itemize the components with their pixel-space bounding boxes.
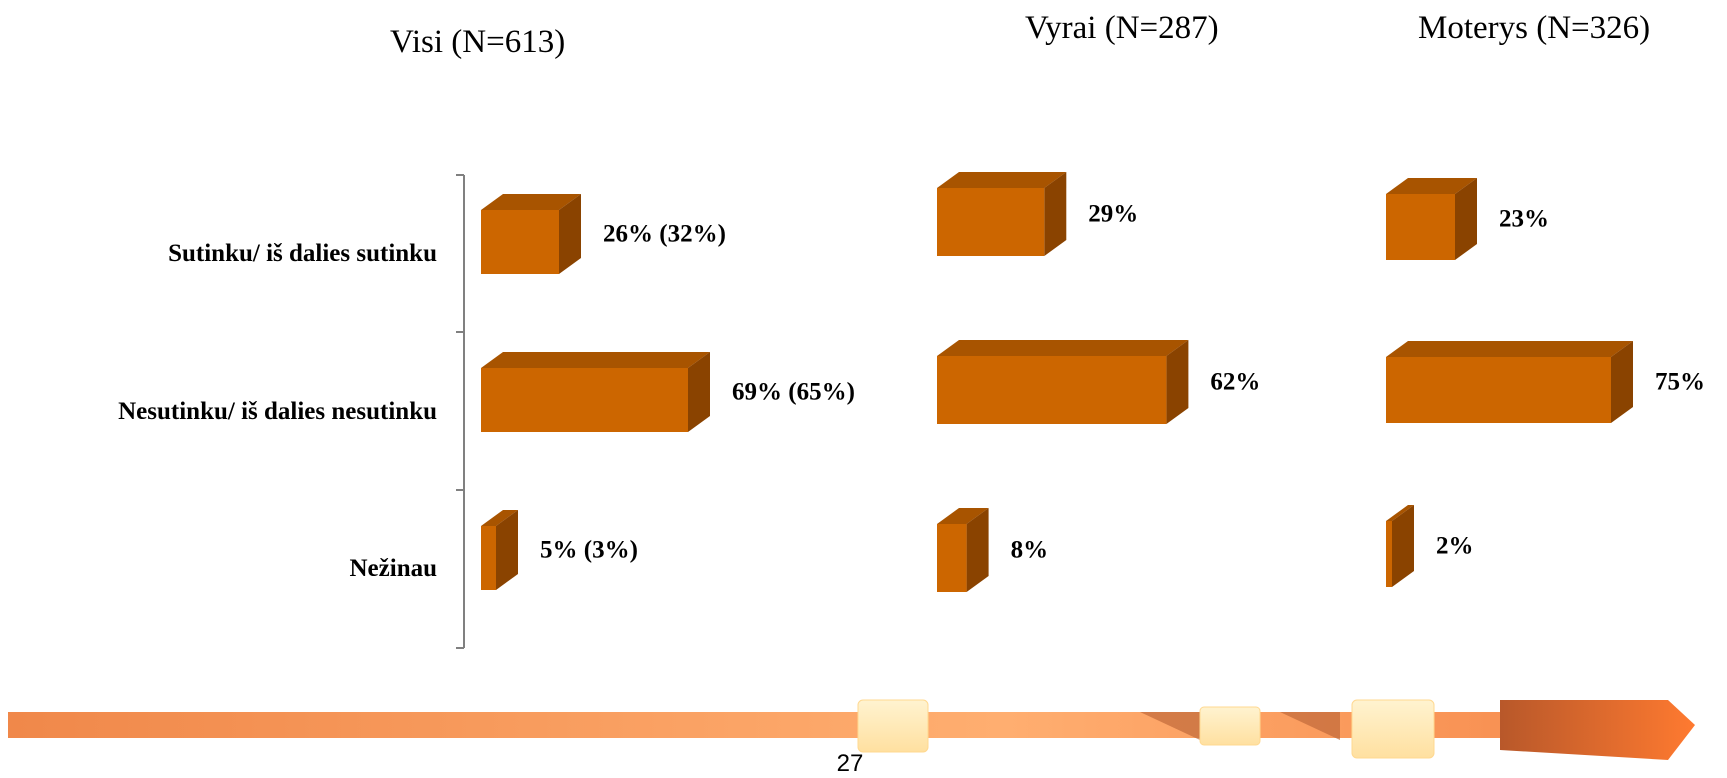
- bar-side-face: [1611, 341, 1633, 423]
- band-highlight-block: [1351, 699, 1435, 759]
- data-label: 69% (65%): [732, 379, 855, 406]
- bar: [1386, 341, 1633, 423]
- arrow-shadow: [1140, 712, 1200, 740]
- bar: [937, 172, 1067, 256]
- bar-side-face: [1166, 340, 1189, 424]
- data-label: 23%: [1499, 206, 1549, 233]
- bar: [481, 510, 518, 590]
- bar-top-face: [937, 172, 1067, 188]
- bar-top-face: [937, 340, 1189, 356]
- bar-side-face: [1044, 172, 1067, 256]
- data-label: 62%: [1210, 369, 1260, 396]
- panel-title-visi: Visi (N=613): [390, 24, 566, 60]
- bar-front-face: [1386, 194, 1455, 260]
- bar-side-face: [966, 508, 989, 592]
- bar-side-face: [688, 352, 710, 432]
- band-highlight-block: [1199, 706, 1261, 746]
- bars-layer: 26% (32%) 69% (65%) 5% (3%) 29% 62% 8% 23% 75% 2…: [481, 172, 1705, 592]
- bar: [937, 340, 1189, 424]
- bar: [481, 352, 710, 432]
- arrow-tip: [1500, 700, 1695, 760]
- bar-front-face: [481, 526, 496, 590]
- arrow-shadow: [1280, 712, 1340, 740]
- bar: [1386, 505, 1414, 587]
- bar: [937, 508, 989, 592]
- category-label-disagree: Nesutinku/ iš dalies nesutinku: [118, 398, 437, 425]
- bar-front-face: [481, 368, 688, 432]
- page-number: 27: [836, 750, 864, 777]
- data-label: 29%: [1088, 201, 1138, 228]
- bar-front-face: [1386, 521, 1392, 587]
- panel-title-moterys: Moterys (N=326): [1418, 10, 1651, 46]
- bar-front-face: [937, 524, 967, 592]
- bar-top-face: [481, 510, 518, 526]
- bar-top-face: [1386, 341, 1633, 357]
- data-label: 8%: [1011, 537, 1049, 564]
- bar-side-face: [1392, 505, 1414, 587]
- bar-top-face: [481, 194, 581, 210]
- bar-top-face: [1386, 505, 1414, 521]
- bar-side-face: [496, 510, 518, 590]
- value-axis: [456, 174, 465, 649]
- bar-side-face: [1455, 178, 1477, 260]
- bar-front-face: [937, 356, 1167, 424]
- data-label: 2%: [1436, 533, 1474, 560]
- band-highlight-block: [857, 699, 929, 753]
- data-label: 75%: [1655, 369, 1705, 396]
- bar-top-face: [1386, 178, 1477, 194]
- bar: [481, 194, 581, 274]
- bar-front-face: [937, 188, 1045, 256]
- category-label-dont-know: Nežinau: [349, 555, 438, 582]
- bar-side-face: [559, 194, 581, 274]
- category-label-agree: Sutinku/ iš dalies sutinku: [168, 240, 437, 267]
- panel-title-vyrai: Vyrai (N=287): [1025, 10, 1219, 46]
- data-label: 5% (3%): [540, 537, 638, 564]
- bar: [1386, 178, 1477, 260]
- data-label: 26% (32%): [603, 221, 726, 248]
- bar-front-face: [1386, 357, 1611, 423]
- bar-top-face: [937, 508, 989, 524]
- bar-front-face: [481, 210, 559, 274]
- decorative-arrow-band: [8, 699, 1695, 760]
- bar-top-face: [481, 352, 710, 368]
